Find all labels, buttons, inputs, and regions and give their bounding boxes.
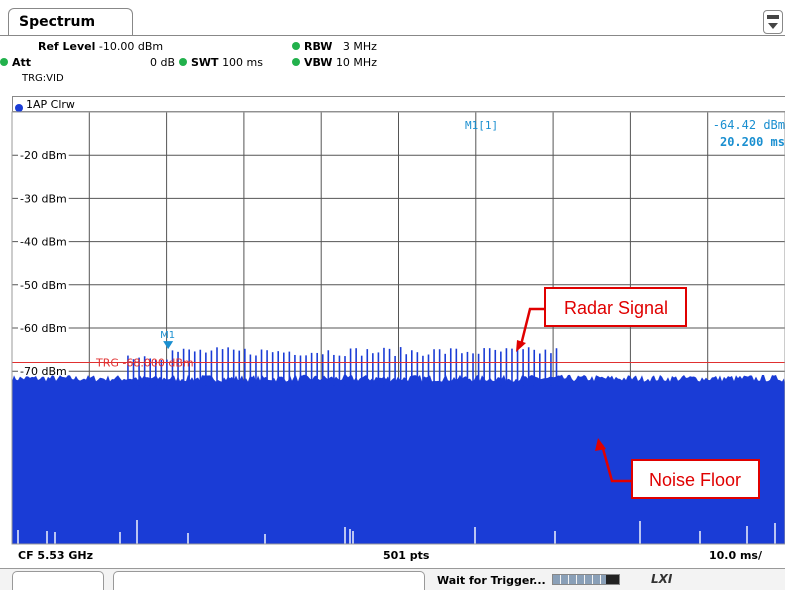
radar-arrow — [519, 307, 545, 346]
swt-label: SWT — [191, 56, 219, 69]
trace-label: 1AP Clrw — [26, 98, 75, 111]
y-tick-label: -20 dBm — [20, 149, 67, 162]
ref-level-label: Ref Level — [38, 40, 96, 53]
ref-level-value: -10.00 dBm — [98, 40, 164, 53]
trigger-label: TRG -68.000 dBm — [95, 357, 194, 370]
vbw-value: 10 MHz — [335, 56, 377, 69]
tab-baseline — [0, 35, 785, 36]
noise-arrowhead-icon — [595, 438, 606, 451]
y-tick-label-bg — [18, 364, 69, 380]
spectrum-tab[interactable]: Spectrum — [8, 8, 133, 36]
center-frequency: CF 5.53 GHz — [18, 549, 94, 562]
noise-annotation-text: Noise Floor — [649, 470, 741, 490]
marker-time: 20.200 ms — [720, 135, 785, 149]
marker-triangle-icon[interactable] — [163, 341, 174, 350]
y-tick-label-bg — [18, 234, 69, 250]
chevron-down-icon — [768, 23, 778, 29]
time-per-division: 10.0 ms/ — [709, 549, 762, 562]
marker-name: M1[1] — [465, 119, 498, 132]
vbw-status-dot — [292, 58, 300, 66]
rbw-label: RBW — [304, 40, 333, 53]
rbw-value: 3 MHz — [342, 40, 377, 53]
rbw-status-dot — [292, 42, 300, 50]
sweep-points: 501 pts — [383, 549, 430, 562]
marker-flag-label: M1 — [160, 330, 175, 341]
spectrum-tab-label: Spectrum — [19, 14, 96, 30]
lxi-icon: LXI — [651, 572, 673, 586]
window-icon — [767, 15, 779, 19]
wait-for-trigger-status: Wait for Trigger... — [437, 574, 546, 587]
noise-annotation-box — [631, 459, 760, 499]
status-softkey-1[interactable] — [12, 571, 104, 590]
y-tick-label: -60 dBm — [20, 322, 67, 335]
y-tick-label-bg — [18, 191, 69, 207]
noise-arrow — [600, 444, 632, 483]
trigger-source: TRG:VID — [22, 73, 64, 84]
ref-level-setting: Ref Level -10.00 dBm — [38, 40, 163, 53]
att-setting: Att — [0, 56, 31, 69]
att-value: 0 dB — [150, 56, 176, 69]
y-tick-label-bg — [18, 321, 69, 336]
progress-indicator — [552, 574, 620, 585]
radar-annotation-text: Radar Signal — [564, 298, 668, 318]
radar-arrowhead-icon — [516, 340, 526, 352]
vbw-label: VBW — [304, 56, 333, 69]
y-tick-label-bg — [18, 277, 69, 293]
noise-spikes — [17, 520, 776, 544]
plot-frame — [11, 111, 785, 545]
y-tick-label-bg — [18, 148, 69, 164]
swt-setting: SWT 100 ms — [179, 56, 263, 69]
swt-value: 100 ms — [222, 56, 264, 69]
vbw-setting: VBW 10 MHz — [292, 56, 377, 69]
trace-indicator-icon — [15, 104, 23, 112]
y-tick-label: -50 dBm — [20, 279, 67, 292]
radar-annotation-box — [544, 287, 687, 327]
y-axis-labels: -20 dBm -30 dBm -40 dBm -50 dBm -60 dBm -70 d… — [18, 148, 69, 380]
y-tick-label: -40 dBm — [20, 236, 67, 249]
spectrum-plot[interactable]: -20 dBm -30 dBm -40 dBm -50 dBm -60 dBm -70 d… — [0, 0, 785, 568]
noise-annotation: Noise Floor — [595, 438, 760, 499]
rbw-setting: RBW 3 MHz — [292, 40, 377, 53]
att-label: Att — [12, 56, 32, 69]
radar-annotation: Radar Signal — [516, 287, 687, 352]
att-status-dot — [0, 58, 8, 66]
marker-level: -64.42 dBm — [713, 118, 785, 132]
status-softkey-2[interactable] — [113, 571, 425, 590]
radar-pulses — [127, 347, 558, 386]
y-tick-label: -30 dBm — [20, 192, 67, 205]
window-menu-button[interactable] — [763, 10, 783, 34]
progress-fill — [605, 575, 619, 584]
y-tick-label: -70 dBm — [20, 365, 67, 378]
swt-status-dot — [179, 58, 187, 66]
